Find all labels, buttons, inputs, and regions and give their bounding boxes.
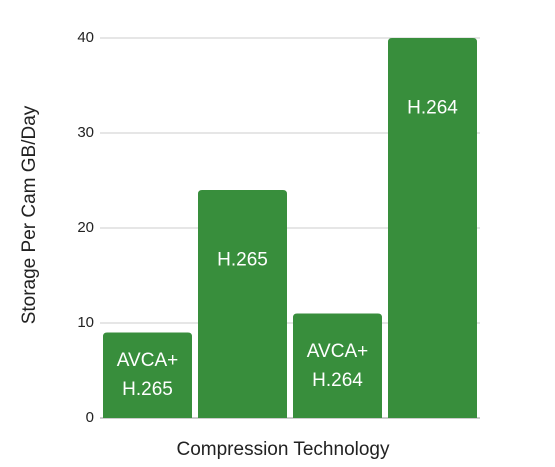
bar (293, 313, 382, 418)
y-axis-label: Storage Per Cam GB/Day (19, 105, 40, 324)
category-label: AVCA+ H.264 (306, 340, 369, 391)
x-axis-label: Compression Technology (177, 439, 390, 460)
category-label: H.264 (407, 97, 458, 119)
y-tick-label: 40 (77, 29, 94, 46)
y-tick-label: 0 (86, 409, 94, 426)
y-tick-label: 10 (77, 314, 94, 331)
bar (103, 332, 192, 418)
y-tick-label: 30 (77, 124, 94, 141)
category-label: AVCA+ H.265 (116, 350, 179, 401)
bar (198, 190, 287, 418)
category-label: H.265 (217, 249, 268, 271)
bar (388, 38, 477, 418)
y-tick-label: 20 (77, 219, 94, 236)
